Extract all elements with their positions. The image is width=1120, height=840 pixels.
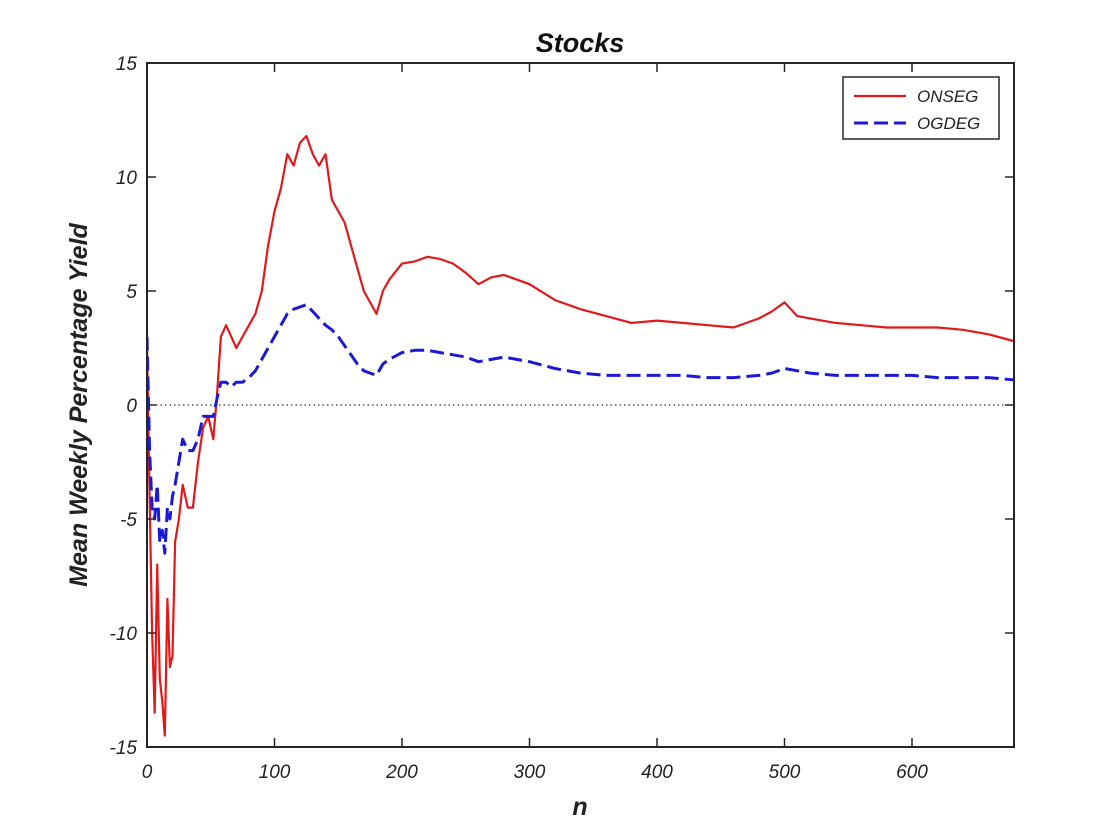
y-tick-label: 5	[126, 282, 137, 303]
legend-label-ogdeg: OGDEG	[917, 114, 980, 133]
y-tick-label: -5	[120, 510, 137, 531]
y-tick-label: -15	[110, 738, 138, 759]
chart-title: Stocks	[536, 28, 625, 58]
x-tick-label: 600	[896, 762, 928, 783]
x-axis-title: n	[572, 793, 587, 821]
x-tick-label: 500	[769, 762, 801, 783]
x-tick-label: 0	[142, 762, 153, 783]
tick-layer: 0 100 200 300 400 500 600 -15 -10 -5 0 5 10 15	[110, 54, 1014, 783]
y-tick-label: 10	[116, 168, 138, 189]
y-tick-label: 0	[126, 396, 137, 417]
y-tick-label: -10	[110, 624, 138, 645]
legend-box	[842, 76, 1000, 140]
y-axis-title: Mean Weekly Percentage Yield	[65, 222, 93, 586]
legend-label-onseg: ONSEG	[917, 87, 978, 106]
x-tick-label: 100	[259, 762, 291, 783]
series-line-ogdeg	[147, 303, 1014, 555]
x-tick-label: 400	[641, 762, 673, 783]
x-tick-label: 200	[385, 762, 418, 783]
series-line-onseg	[147, 134, 1014, 737]
legend: ONSEG OGDEG	[842, 76, 1000, 140]
y-tick-label: 15	[116, 54, 138, 75]
x-tick-label: 300	[514, 762, 546, 783]
series-layer	[147, 134, 1014, 737]
